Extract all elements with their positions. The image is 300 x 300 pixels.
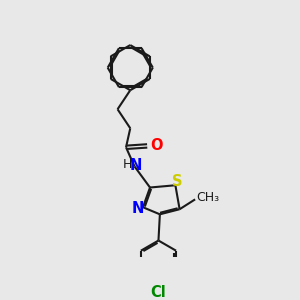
Text: S: S — [172, 173, 182, 188]
Text: H: H — [123, 158, 132, 171]
Text: Cl: Cl — [151, 286, 166, 300]
Text: N: N — [132, 201, 144, 216]
Text: N: N — [130, 158, 142, 173]
Text: CH₃: CH₃ — [196, 191, 220, 204]
Text: O: O — [150, 138, 163, 153]
